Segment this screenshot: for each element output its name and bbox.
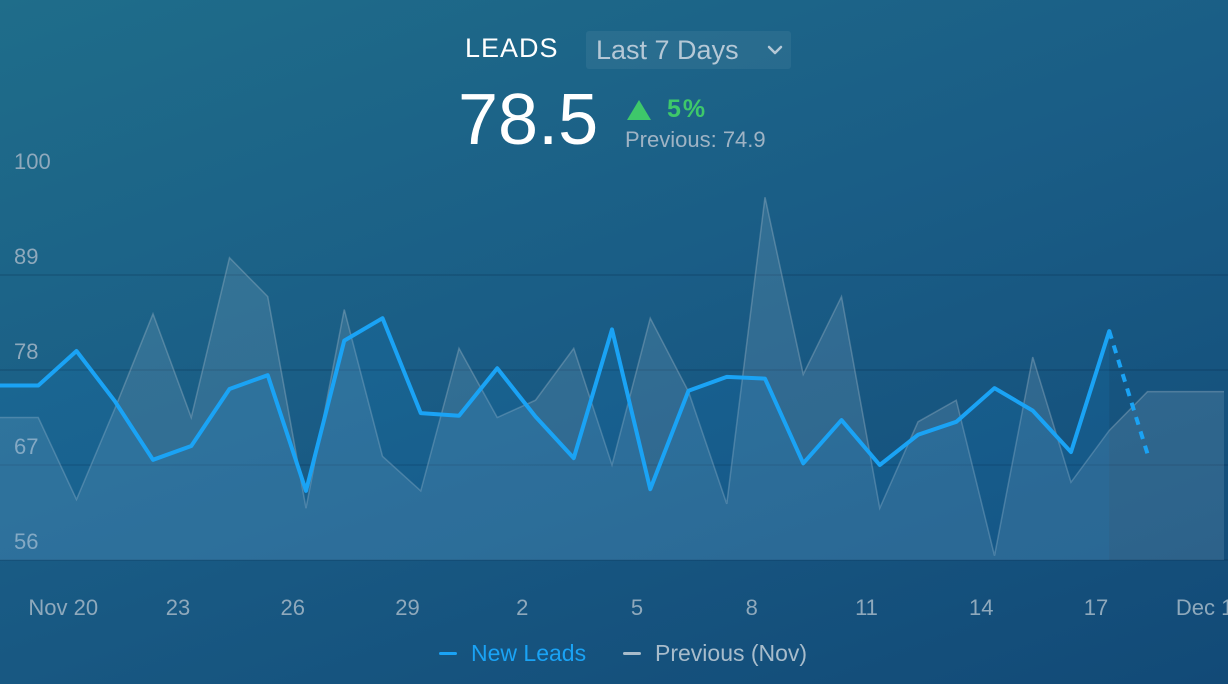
x-tick-label: 29 (395, 595, 419, 620)
x-tick-label: 17 (1084, 595, 1108, 620)
metric-value: 78.5 (458, 80, 599, 160)
legend-label-previous: Previous (Nov) (655, 640, 808, 666)
change-indicator: 5% (627, 95, 707, 124)
legend-swatch-previous (623, 652, 641, 655)
y-tick-label: 67 (14, 434, 38, 459)
series-new-leads-projection (1107, 330, 1150, 455)
legend-item-previous[interactable]: Previous (Nov) (623, 640, 807, 667)
series-new-leads-line (0, 316, 1112, 493)
legend-label-new-leads: New Leads (471, 640, 587, 666)
period-dropdown-value: Last 7 Days (596, 34, 739, 65)
x-tick-label: 26 (281, 595, 305, 620)
y-tick-label: 100 (14, 149, 51, 174)
x-tick-label: 8 (746, 595, 758, 620)
series-previous-line (0, 197, 1224, 556)
metric-header: LEADS Last 7 Days 78.5 5% Previous: 74.9 (0, 0, 1228, 160)
x-tick-label: Nov 20 (28, 595, 98, 620)
y-tick-label: 56 (14, 529, 38, 554)
series-previous-area (0, 197, 1224, 561)
legend-item-new-leads[interactable]: New Leads (439, 640, 586, 667)
y-tick-label: 78 (14, 339, 38, 364)
change-percent: 5% (667, 95, 708, 123)
x-tick-label: Dec 19 (1176, 595, 1228, 620)
metric-title: LEADS (465, 33, 559, 63)
previous-value: Previous: 74.9 (625, 127, 766, 152)
up-triangle-icon (627, 99, 651, 120)
legend-swatch-new-leads (439, 652, 457, 655)
y-tick-label: 89 (14, 244, 38, 269)
period-dropdown[interactable]: Last 7 Days (586, 31, 791, 69)
x-tick-label: 11 (855, 595, 878, 620)
x-tick-label: 2 (516, 595, 528, 620)
x-tick-label: 23 (166, 595, 190, 620)
chart-legend: New Leads Previous (Nov) (0, 640, 1228, 672)
x-tick-label: 14 (969, 595, 993, 620)
chevron-down-icon (767, 45, 783, 55)
x-tick-label: 5 (631, 595, 643, 620)
